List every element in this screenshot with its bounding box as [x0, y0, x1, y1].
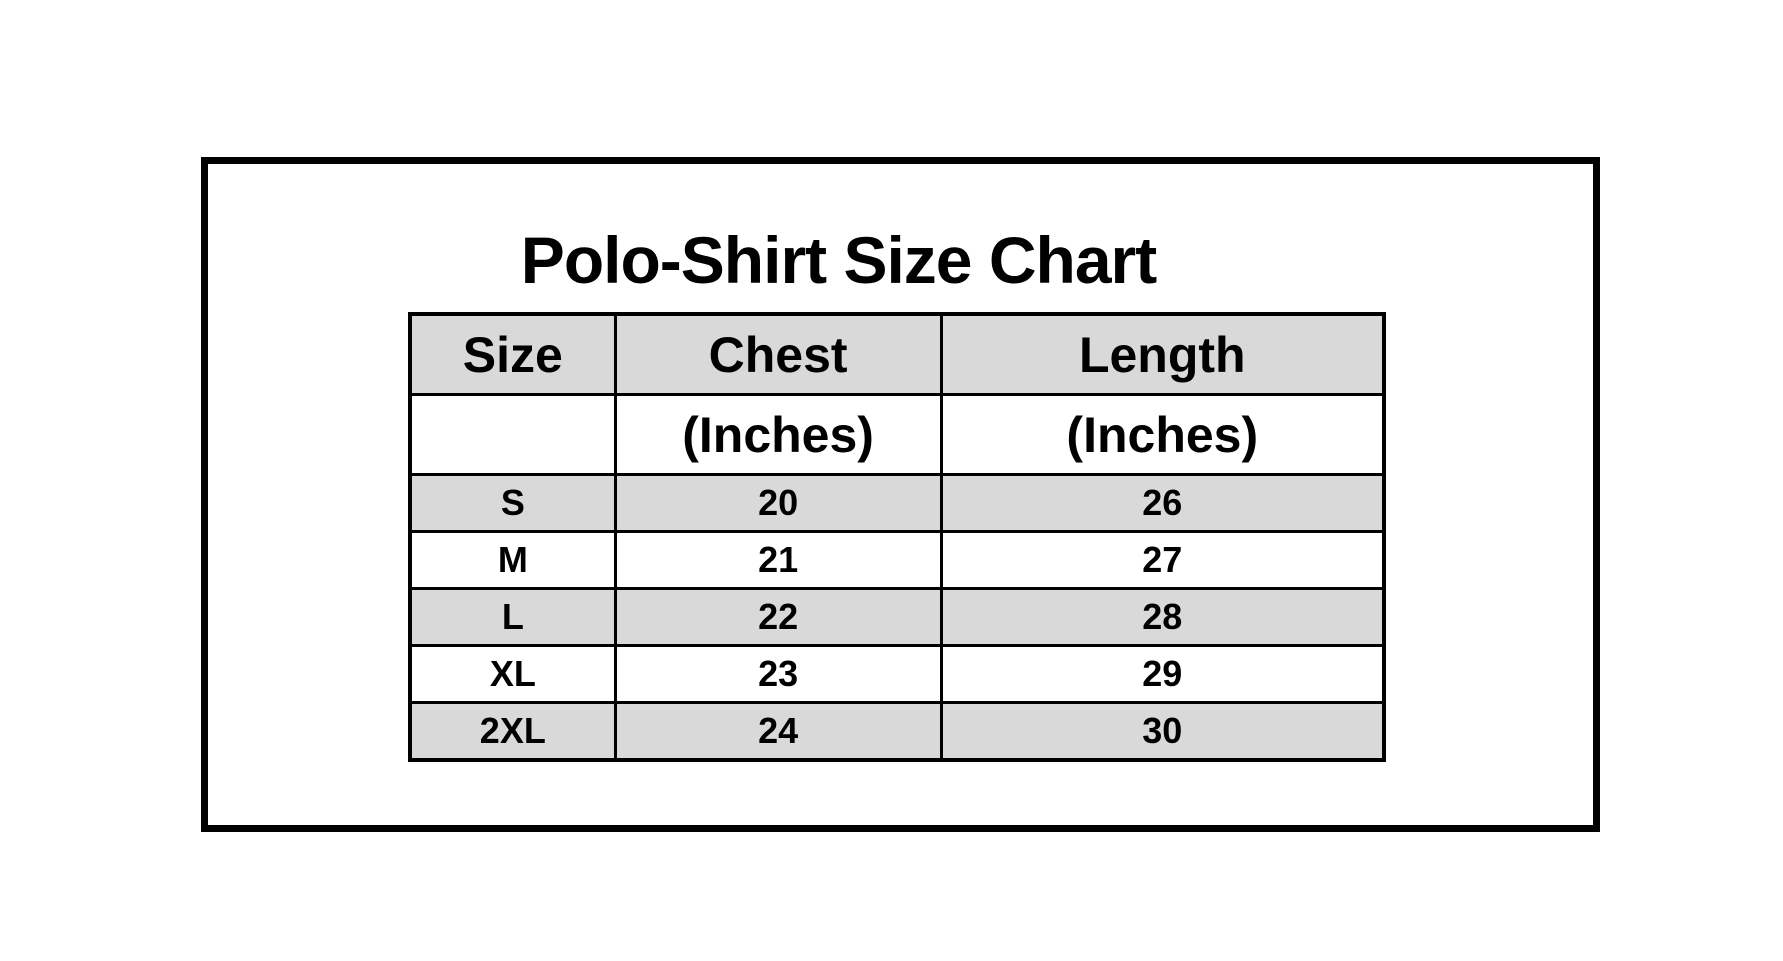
subheader-chest-unit: (Inches)	[613, 393, 943, 476]
chart-title: Polo-Shirt Size Chart	[0, 222, 1783, 298]
cell-chest: 21	[613, 530, 943, 590]
cell-chest: 24	[613, 701, 943, 762]
outer-frame	[201, 157, 1600, 832]
header-chest: Chest	[613, 312, 943, 396]
header-size: Size	[408, 312, 617, 396]
table-row: 2XL 24 30	[408, 701, 1386, 762]
cell-size: L	[408, 587, 617, 647]
subheader-length-unit: (Inches)	[939, 393, 1386, 476]
cell-length: 30	[939, 701, 1386, 762]
cell-length: 26	[939, 473, 1386, 533]
cell-chest: 22	[613, 587, 943, 647]
cell-length: 27	[939, 530, 1386, 590]
cell-length: 29	[939, 644, 1386, 704]
table-row: S 20 26	[408, 473, 1386, 533]
table-row: L 22 28	[408, 587, 1386, 647]
cell-size: M	[408, 530, 617, 590]
header-row: Size Chest Length	[408, 312, 1386, 396]
cell-size: XL	[408, 644, 617, 704]
table-row: M 21 27	[408, 530, 1386, 590]
subheader-row: (Inches) (Inches)	[408, 393, 1386, 476]
cell-chest: 23	[613, 644, 943, 704]
cell-size: 2XL	[408, 701, 617, 762]
cell-length: 28	[939, 587, 1386, 647]
title-text: Polo-Shirt Size Chart	[520, 223, 1157, 297]
header-length: Length	[939, 312, 1386, 396]
cell-chest: 20	[613, 473, 943, 533]
cell-size: S	[408, 473, 617, 533]
subheader-size	[408, 393, 617, 476]
table-row: XL 23 29	[408, 644, 1386, 704]
size-table: Size Chest Length (Inches) (Inches) S 20 2…	[408, 312, 1386, 762]
